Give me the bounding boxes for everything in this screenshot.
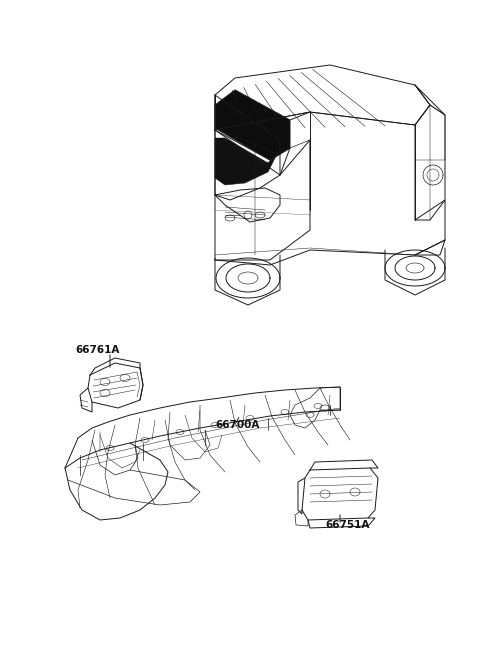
Text: 66761A: 66761A [75, 345, 120, 355]
Polygon shape [215, 90, 290, 160]
Polygon shape [215, 138, 278, 185]
Text: 66700A: 66700A [215, 420, 259, 430]
Text: 66751A: 66751A [325, 520, 370, 530]
